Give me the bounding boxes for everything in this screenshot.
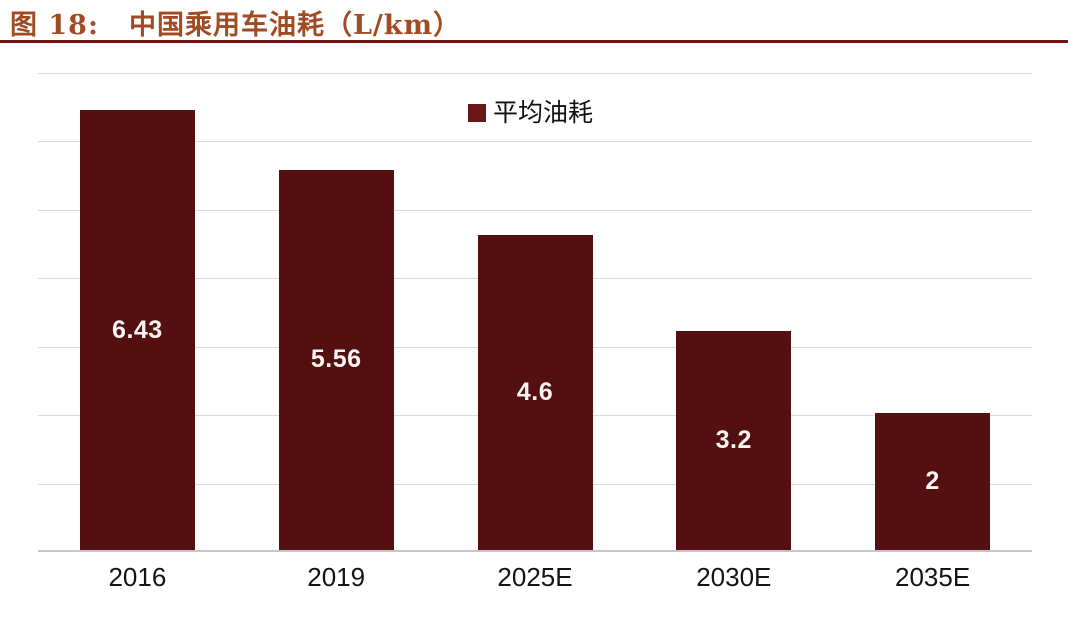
x-axis-label-2035E: 2035E [895, 562, 971, 592]
bar-value-label-2030E: 3.2 [715, 426, 752, 455]
chart-legend: 平均油耗 [468, 97, 594, 127]
bar-2035E: 2 [875, 413, 991, 550]
bar-2019: 5.56 [278, 169, 394, 550]
plot-area: 6.43 5.56 4.6 3.2 2 平均油耗 [38, 73, 1032, 552]
legend-label: 平均油耗 [493, 97, 594, 127]
gridline-y6 [38, 141, 1032, 143]
title-divider [0, 40, 1068, 43]
gridline-y5 [38, 209, 1032, 211]
bar-2030E: 3.2 [676, 331, 792, 550]
bar-value-label-2019: 5.56 [310, 345, 362, 374]
bar-2016: 6.43 [79, 110, 195, 550]
page-title: 中国乘用车油耗（L/km） [128, 9, 462, 41]
bar-value-label-2025E: 4.6 [516, 378, 554, 407]
bar-value-label-2016: 6.43 [112, 315, 163, 344]
x-axis-label-2016: 2016 [108, 562, 167, 592]
bar-chart: 6.43 5.56 4.6 3.2 2 平均油耗 2016 2019 2025E 2030E 2… [0, 44, 1068, 622]
bar-2025E: 4.6 [477, 235, 593, 550]
x-axis-label-2030E: 2030E [696, 562, 772, 592]
bar-value-label-2035E: 2 [925, 467, 940, 496]
x-axis-label-2019: 2019 [307, 562, 366, 592]
gridline-y7 [38, 73, 1032, 74]
x-axis-label-2025E: 2025E [497, 562, 573, 592]
figure-header: 图 18: 中国乘用车油耗（L/km） [10, 4, 1068, 41]
legend-swatch-icon [468, 104, 486, 122]
figure-label: 图 18: [10, 9, 99, 41]
